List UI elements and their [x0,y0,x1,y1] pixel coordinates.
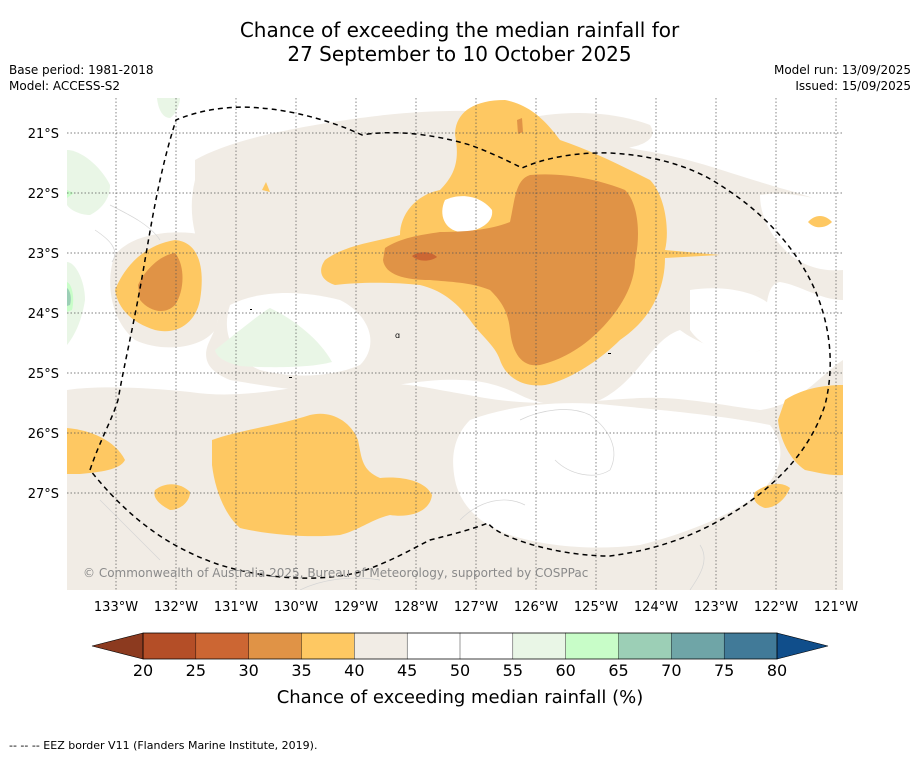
map-speck-2 [608,353,611,354]
model-run: Model run: 13/09/2025 [773,63,911,77]
lon-label: 132°W [154,600,198,615]
lat-label: 23°S [28,247,59,262]
colorbar-swatch [406,632,461,660]
latitude-labels: 21°S 22°S 23°S 24°S 25°S 26°S 27°S [28,127,59,502]
colorbar-title: Chance of exceeding median rainfall (%) [277,687,644,708]
lon-label: 125°W [574,600,618,615]
colorbar-swatches [142,632,778,660]
longitude-labels: 133°W 132°W 131°W 130°W 129°W 128°W 127°… [94,600,858,615]
colorbar-tick-label: 60 [555,661,575,680]
colorbar-swatch [301,632,356,660]
map-speck-3 [289,377,292,378]
contour-55-60 [67,98,332,368]
colorbar-tick-label: 70 [661,661,681,680]
lat-label: 27°S [28,487,59,502]
lat-label: 22°S [28,187,59,202]
lon-label: 127°W [454,600,498,615]
colorbar-tick-label: 40 [344,661,364,680]
lon-label: 124°W [634,600,678,615]
lat-label: 24°S [28,307,59,322]
colorbar-tick-label: 55 [503,661,523,680]
colorbar-tick-label: 50 [450,661,470,680]
contour-25-30 [412,252,437,261]
lon-label: 129°W [334,600,378,615]
title-line-1: Chance of exceeding the median rainfall … [239,18,680,42]
issued-date: Issued: 15/09/2025 [795,79,911,93]
lon-label: 130°W [274,600,318,615]
map-speck: ɑ [395,331,400,340]
copyright-text: © Commonwealth of Australia 2025, Bureau… [83,566,588,580]
base-period: Base period: 1981-2018 [9,63,154,77]
colorbar-swatch [565,632,620,660]
lon-label: 131°W [214,600,258,615]
lon-label: 133°W [94,600,138,615]
lon-label: 123°W [694,600,738,615]
lon-label: 121°W [814,600,858,615]
colorbar-tick-label: 45 [397,661,417,680]
meta-left: Base period: 1981-2018 Model: ACCESS-S2 [9,62,154,94]
lat-label: 21°S [28,127,59,142]
title-line-2: 27 September to 10 October 2025 [287,42,632,66]
colorbar-swatch [354,632,408,660]
lon-label: 128°W [394,600,438,615]
lat-label: 26°S [28,427,59,442]
colorbar-tick-label: 80 [767,661,787,680]
contour-30-35 [138,118,638,366]
meta-right: Model run: 13/09/2025 Issued: 15/09/2025 [774,62,911,94]
colorbar-tick-label: 75 [714,661,734,680]
colorbar-ticks: 20 25 30 35 40 45 50 55 60 65 70 75 80 [133,661,787,680]
colorbar-over-arrow [776,632,829,660]
colorbar-swatch [142,632,197,660]
yellow-hole [442,196,493,232]
colorbar-frame [142,632,778,660]
map-speck-4 [250,309,252,310]
colorbar-swatch [195,632,250,660]
colorbar-tick-label: 25 [186,661,206,680]
chart-title: Chance of exceeding the median rainfall … [0,18,919,66]
lon-label: 122°W [754,600,798,615]
contour-60-65-small [67,190,74,198]
lat-label: 25°S [28,367,59,382]
faint-contours [94,204,705,590]
colorbar-tick-label: 20 [133,661,153,680]
contour-65-70 [67,288,71,306]
colorbar-swatch [248,632,303,660]
model-name: Model: ACCESS-S2 [9,79,121,93]
footnote: -- -- -- EEZ border V11 (Flanders Marine… [9,739,318,752]
colorbar-tick-label: 35 [291,661,311,680]
colorbar-swatch [618,632,673,660]
colorbar-swatch [671,632,725,660]
colorbar-swatch [723,632,778,660]
map-area: ɑ © Commonwealth of Australia 2025, Bure… [67,98,843,590]
colorbar-under-arrow [91,632,144,660]
eez-border [89,106,831,579]
colorbar-swatch [512,632,567,660]
colorbar-swatch [459,632,514,660]
grid-lines [67,98,843,590]
lon-label: 126°W [514,600,558,615]
colorbar-tick-label: 65 [608,661,628,680]
colorbar: 20 25 30 35 40 45 50 55 60 65 70 75 80 Chance of exc… [91,632,829,708]
colorbar-tick-label: 30 [238,661,258,680]
